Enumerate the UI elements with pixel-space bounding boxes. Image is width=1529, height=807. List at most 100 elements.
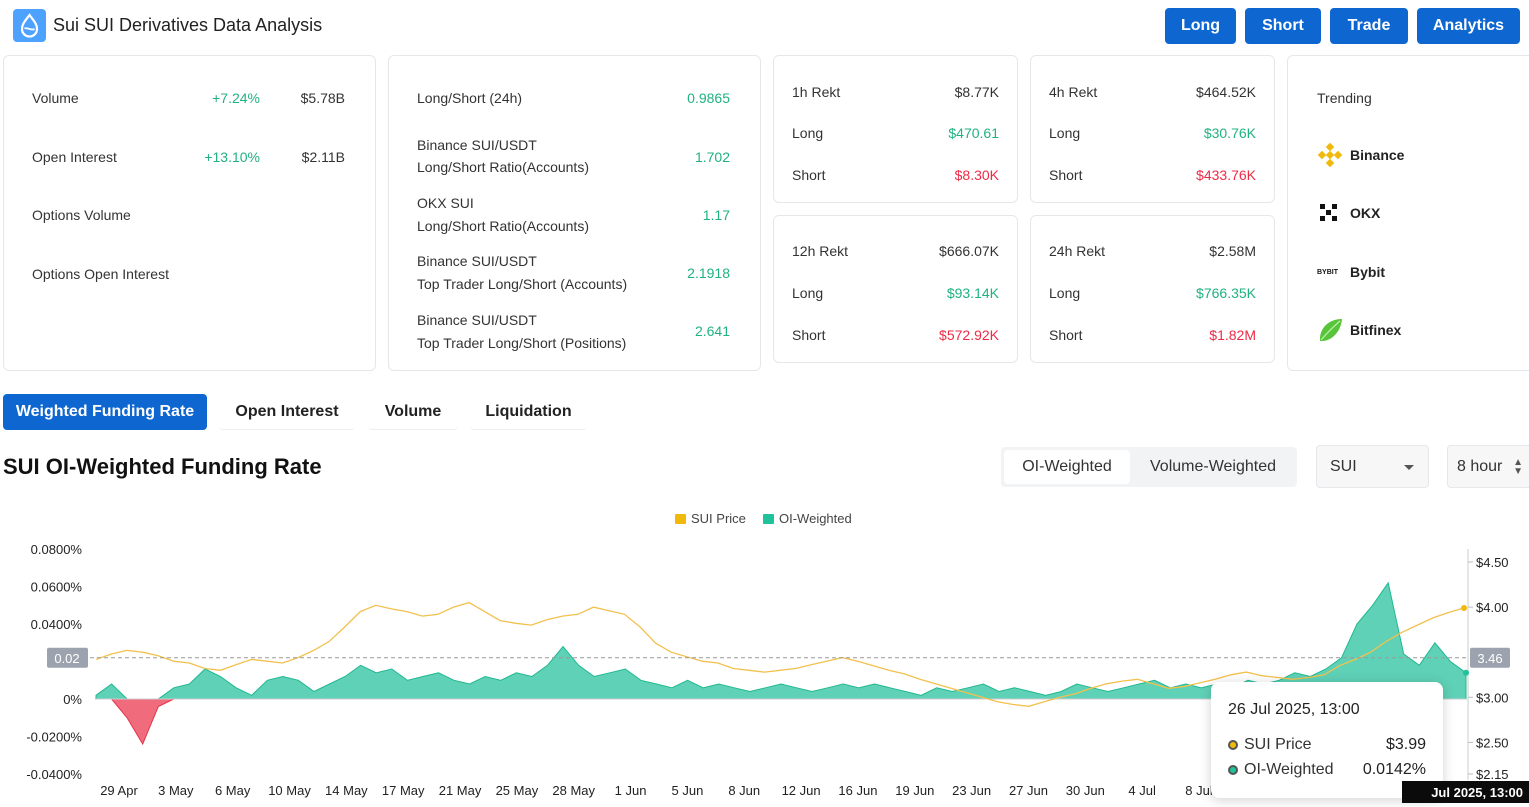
interval-select-value: 8 hour: [1457, 457, 1503, 475]
x-axis-tick-label: 30 Jun: [1066, 783, 1105, 798]
tooltip-date: 26 Jul 2025, 13:00: [1228, 701, 1360, 718]
rekt-long-label: Long: [1049, 125, 1081, 141]
tooltip-dot: [1228, 765, 1238, 775]
ratio-sublabel: Long/Short Ratio(Accounts): [417, 159, 589, 175]
crosshair-right-label-bg: [1470, 647, 1510, 668]
up-down-arrows-icon: ▲ ▼: [1513, 457, 1523, 477]
open-interest-value: $2.11B: [301, 149, 345, 165]
bybit-icon: BYBIT: [1317, 268, 1338, 276]
trending-item-label: Bitfinex: [1350, 322, 1402, 338]
rekt-short-label: Short: [792, 167, 826, 183]
trending-item-binance[interactable]: Binance: [1317, 141, 1404, 169]
rekt-short-label: Short: [1049, 167, 1083, 183]
chart-title: SUI OI-Weighted Funding Rate: [3, 454, 322, 479]
legend-swatch: [763, 513, 774, 524]
trending-item-okx[interactable]: OKX: [1317, 201, 1380, 225]
x-axis-tick-label: 14 May: [325, 783, 368, 798]
rekt-short-label: Short: [1049, 327, 1083, 343]
trending-title: Trending: [1317, 90, 1372, 106]
trade-button[interactable]: Trade: [1330, 8, 1408, 44]
x-axis-tick-label: 4 Jul: [1128, 783, 1156, 798]
ratio-value: 1.17: [702, 207, 730, 223]
x-axis-tick-label: 10 May: [268, 783, 311, 798]
rekt-label: 1h Rekt: [792, 84, 841, 100]
tooltip-row-price: SUI Price $3.99: [1228, 736, 1426, 754]
ratio-value: 2.1918: [687, 265, 730, 281]
ratio-label: Binance SUI/USDT: [417, 253, 537, 269]
oi-weighted-point: [1463, 669, 1469, 676]
x-axis-tick-label: 8 Jun: [728, 783, 760, 798]
short-button[interactable]: Short: [1245, 8, 1321, 44]
ratio-label: Binance SUI/USDT: [417, 312, 537, 328]
weighting-toggle: OI-Weighted Volume-Weighted: [1001, 447, 1297, 487]
rekt-long-label: Long: [792, 285, 824, 301]
rekt-short-label: Short: [792, 327, 826, 343]
rekt-card-4h: 4h Rekt $464.52K Long $30.76K Short $433…: [1030, 55, 1275, 203]
trending-item-bybit[interactable]: BYBIT Bybit: [1317, 260, 1385, 284]
sui-logo-icon: [13, 9, 46, 42]
tooltip-label: SUI Price: [1244, 736, 1312, 753]
x-axis-tick-label: 5 Jun: [672, 783, 704, 798]
right-axis-tick-label: $3.00: [1476, 690, 1509, 705]
left-axis-tick-label: 0%: [63, 692, 82, 707]
left-axis-tick-label: 0.0800%: [31, 542, 83, 557]
crosshair-right-label: 3.46: [1477, 651, 1502, 666]
x-axis-tick-label: 25 May: [496, 783, 539, 798]
tab-volume[interactable]: Volume: [368, 394, 458, 430]
binance-icon: [1317, 142, 1343, 168]
tooltip-label: OI-Weighted: [1244, 761, 1334, 778]
open-interest-label: Open Interest: [32, 149, 117, 165]
left-axis-tick-label: -0.0200%: [26, 730, 82, 745]
ratio-value: 2.641: [694, 323, 730, 339]
rekt-label: 4h Rekt: [1049, 84, 1098, 100]
coin-select[interactable]: SUI: [1316, 445, 1429, 488]
rekt-long-value: $470.61: [948, 125, 999, 141]
legend-label: SUI Price: [691, 511, 746, 526]
tab-weighted-funding-rate[interactable]: Weighted Funding Rate: [3, 394, 207, 430]
tab-liquidation[interactable]: Liquidation: [470, 394, 587, 430]
crosshair-left-label: 0.02: [54, 651, 79, 666]
interval-select[interactable]: 8 hour ▲ ▼: [1447, 445, 1529, 488]
rekt-short-value: $8.30K: [954, 167, 999, 183]
x-axis-tick-label: 17 May: [382, 783, 425, 798]
caret-down-icon: [1404, 465, 1414, 470]
trending-item-bitfinex[interactable]: Bitfinex: [1317, 315, 1401, 345]
x-axis-tick-label: 19 Jun: [895, 783, 934, 798]
legend-swatch: [675, 513, 686, 524]
ratio-sublabel: Top Trader Long/Short (Positions): [417, 335, 627, 351]
ratio-value: 0.9865: [687, 90, 730, 106]
ratio-sublabel: Top Trader Long/Short (Accounts): [417, 276, 628, 292]
long-button[interactable]: Long: [1165, 8, 1236, 44]
volume-label: Volume: [32, 90, 79, 106]
rekt-long-label: Long: [792, 125, 824, 141]
ratio-label: Long/Short (24h): [417, 90, 523, 106]
volume-weighted-option[interactable]: Volume-Weighted: [1150, 458, 1276, 475]
legend-item-oi[interactable]: OI-Weighted: [763, 511, 852, 526]
rekt-total: $666.07K: [939, 243, 999, 259]
trending-item-label: Binance: [1350, 147, 1405, 163]
summary-card: Volume +7.24% $5.78B Open Interest +13.1…: [3, 55, 376, 371]
bitfinex-icon: [1317, 316, 1343, 344]
left-axis-tick-label: 0.0400%: [31, 617, 83, 632]
right-axis-tick-label: $4.50: [1476, 555, 1509, 570]
volume-value: $5.78B: [300, 90, 345, 106]
rekt-total: $2.58M: [1209, 243, 1256, 259]
crosshair-left-label-bg: [47, 647, 88, 668]
right-axis-tick-label: $2.50: [1476, 735, 1509, 750]
tooltip-value: 0.0142%: [1362, 761, 1426, 778]
options-oi-label: Options Open Interest: [32, 266, 169, 282]
tab-open-interest[interactable]: Open Interest: [219, 394, 355, 430]
analytics-button[interactable]: Analytics: [1417, 8, 1520, 44]
x-axis-tick-label: 29 Apr: [100, 783, 138, 798]
page-title: Sui SUI Derivatives Data Analysis: [53, 15, 323, 35]
legend-label: OI-Weighted: [779, 511, 852, 526]
legend-item-price[interactable]: SUI Price: [675, 511, 746, 526]
oi-weighted-option[interactable]: OI-Weighted: [1004, 450, 1130, 484]
tooltip-value: $3.99: [1385, 736, 1426, 753]
axis-date-label: Jul 2025, 13:00: [1402, 781, 1529, 803]
rekt-short-value: $572.92K: [939, 327, 999, 343]
ratio-sublabel: Long/Short Ratio(Accounts): [417, 218, 589, 234]
left-axis-tick-label: -0.0400%: [26, 767, 82, 782]
rekt-total: $464.52K: [1196, 84, 1256, 100]
ratio-label: Binance SUI/USDT: [417, 137, 537, 153]
